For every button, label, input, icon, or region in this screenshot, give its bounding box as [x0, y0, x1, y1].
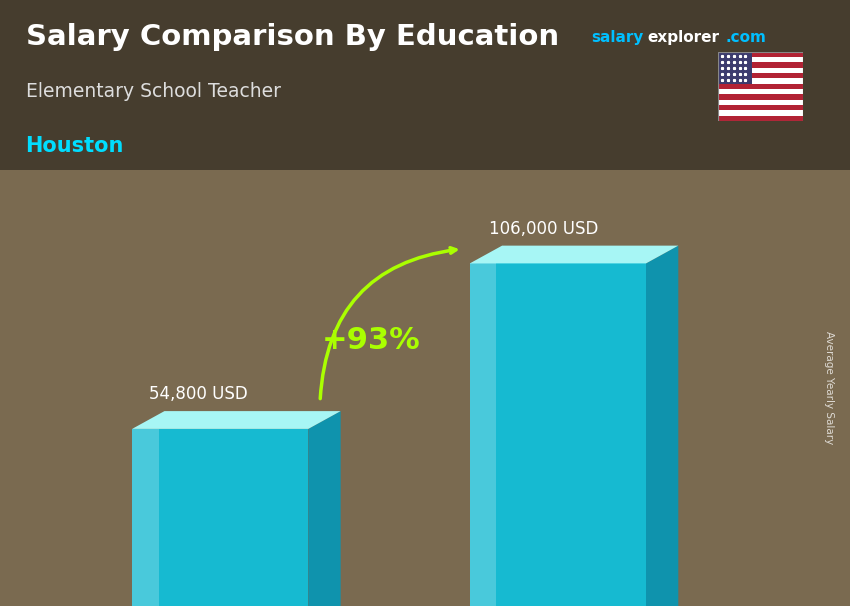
Text: Elementary School Teacher: Elementary School Teacher	[26, 82, 280, 101]
Text: Salary Comparison By Education: Salary Comparison By Education	[26, 23, 558, 52]
Bar	[718, 52, 803, 57]
Bar	[718, 78, 803, 84]
Text: +93%: +93%	[322, 325, 421, 355]
Polygon shape	[132, 429, 309, 606]
Bar	[718, 95, 803, 100]
Bar	[718, 68, 803, 73]
Bar	[718, 57, 803, 62]
Bar	[718, 84, 803, 89]
Bar	[718, 105, 803, 110]
Bar	[718, 73, 803, 78]
Text: salary: salary	[591, 30, 643, 45]
Text: 106,000 USD: 106,000 USD	[489, 219, 598, 238]
Text: Houston: Houston	[26, 136, 124, 156]
Bar	[718, 100, 803, 105]
Text: .com: .com	[726, 30, 767, 45]
Bar	[718, 52, 752, 84]
Bar	[718, 62, 803, 68]
Bar	[718, 116, 803, 121]
Bar	[718, 110, 803, 116]
Text: Average Yearly Salary: Average Yearly Salary	[824, 331, 834, 444]
Polygon shape	[470, 264, 646, 606]
Polygon shape	[132, 411, 341, 429]
Polygon shape	[646, 245, 678, 606]
Polygon shape	[470, 245, 678, 264]
Text: 54,800 USD: 54,800 USD	[149, 385, 247, 403]
Polygon shape	[470, 264, 496, 606]
Polygon shape	[132, 429, 159, 606]
Polygon shape	[309, 411, 341, 606]
Bar	[718, 89, 803, 95]
Text: explorer: explorer	[648, 30, 720, 45]
